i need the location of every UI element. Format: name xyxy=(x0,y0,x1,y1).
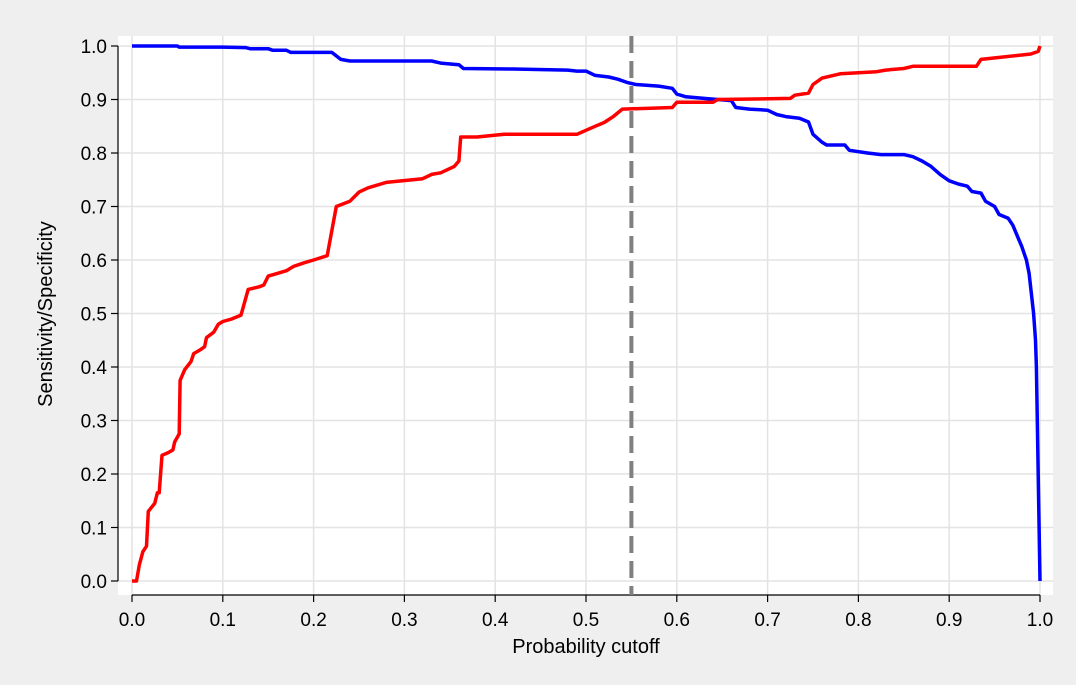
y-tick-label: 0.2 xyxy=(81,465,107,486)
sensitivity-specificity-line-red xyxy=(132,45,1042,583)
axes: 0.0 0.1 0.2 0.3 0.4 0.5 0.6 0.7 0.8 0.9 1.0 0.0 0.1 0… xyxy=(81,37,1054,631)
x-tick-label: 0.5 xyxy=(573,610,599,631)
x-tick-label: 1.0 xyxy=(1027,610,1053,631)
y-tick-label: 0.4 xyxy=(81,358,108,379)
x-tick-label: 0.6 xyxy=(664,610,690,631)
x-tick-label: 0.7 xyxy=(754,610,780,631)
y-tick-label: 0.0 xyxy=(81,572,107,593)
y-axis-label: Sensitivity/Specificity xyxy=(35,221,57,407)
y-tick-label: 1.0 xyxy=(81,37,107,58)
x-axis-label: Probability cutoff xyxy=(512,636,660,658)
x-tick-label: 0.0 xyxy=(119,610,145,631)
data-series xyxy=(132,36,1042,595)
sensitivity-specificity-line-blue xyxy=(132,44,1042,582)
x-tick-label: 0.9 xyxy=(936,610,962,631)
x-tick-label: 0.4 xyxy=(482,610,509,631)
x-tick-label: 0.8 xyxy=(845,610,871,631)
y-tick-label: 0.1 xyxy=(81,519,107,540)
x-tick-label: 0.2 xyxy=(300,610,326,631)
y-tick-label: 0.8 xyxy=(81,144,107,165)
x-tick-label: 0.3 xyxy=(391,610,417,631)
y-tick-label: 0.6 xyxy=(81,251,107,272)
y-tick-label: 0.7 xyxy=(81,198,107,219)
x-tick-label: 0.1 xyxy=(210,610,236,631)
y-tick-label: 0.9 xyxy=(81,91,107,112)
y-tick-label: 0.3 xyxy=(81,412,107,433)
y-tick-label: 0.5 xyxy=(81,305,107,326)
